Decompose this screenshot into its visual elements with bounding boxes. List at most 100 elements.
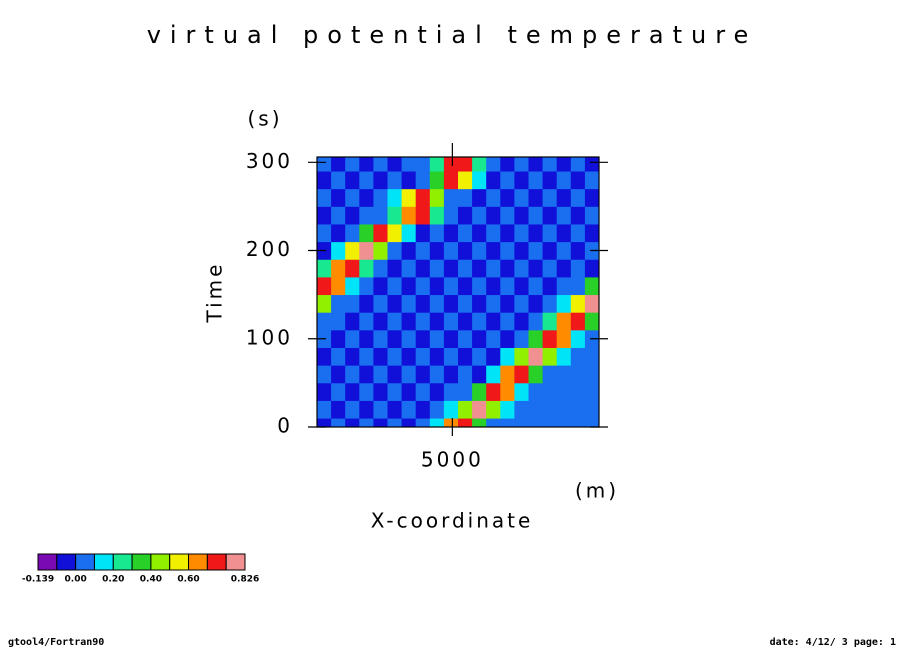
colorbar-label: -0.139 <box>22 575 54 585</box>
field-cell <box>570 347 586 366</box>
field-cell <box>317 224 332 243</box>
field-cell <box>556 277 572 296</box>
field-cell <box>331 171 346 190</box>
field-cell <box>528 382 543 401</box>
field-cell <box>345 188 360 207</box>
colorbar-box <box>188 553 208 571</box>
field-cell <box>373 347 388 366</box>
field-cell <box>500 294 515 313</box>
field-cell <box>556 171 572 190</box>
field-cell <box>401 157 417 172</box>
colorbar-label: 0.00 <box>65 575 87 585</box>
field-cell <box>331 418 346 428</box>
field-cell <box>486 157 501 172</box>
field-cell <box>528 400 543 419</box>
field-cell <box>458 347 473 366</box>
field-cell <box>542 224 558 243</box>
y-tick-label: 100 <box>246 325 293 349</box>
field-cell <box>556 206 572 225</box>
field-cell <box>528 347 543 366</box>
field-cell <box>429 241 445 260</box>
field-cell <box>373 188 388 207</box>
field-cell <box>359 206 374 225</box>
field-cell <box>458 206 473 225</box>
field-cell <box>514 382 529 401</box>
field-cell <box>458 329 473 348</box>
field-cell <box>415 277 431 296</box>
field-cell <box>570 418 586 428</box>
field-cell <box>359 171 374 190</box>
field-cell <box>317 259 332 278</box>
field-cell <box>387 188 402 207</box>
field-cell <box>584 188 600 207</box>
field-cell <box>584 259 600 278</box>
field-cell <box>500 259 515 278</box>
field-cell <box>331 188 346 207</box>
field-cell <box>373 382 388 401</box>
field-cell <box>486 418 501 428</box>
field-cell <box>458 294 473 313</box>
field-cell <box>415 188 431 207</box>
field-cell <box>514 418 529 428</box>
field-cell <box>458 312 473 331</box>
field-cell <box>500 224 515 243</box>
field-cell <box>486 365 501 384</box>
field-cell <box>331 206 346 225</box>
field-cell <box>584 312 600 331</box>
field-cell <box>443 206 459 225</box>
field-cell <box>415 347 431 366</box>
chart-title: virtual potential temperature <box>147 21 758 49</box>
field-cell <box>443 157 459 172</box>
field-cell <box>429 171 445 190</box>
field-cell <box>359 365 374 384</box>
field-cell <box>486 382 501 401</box>
field-cell <box>429 206 445 225</box>
field-cell <box>443 241 459 260</box>
field-cell <box>373 157 388 172</box>
field-cell <box>429 400 445 419</box>
field-cell <box>556 400 572 419</box>
field-cell <box>500 188 515 207</box>
field-cell <box>458 382 473 401</box>
field-cell <box>570 400 586 419</box>
field-cell <box>359 224 374 243</box>
field-cell <box>500 157 515 172</box>
field-cell <box>443 365 459 384</box>
field-cell <box>317 418 332 428</box>
field-cell <box>486 400 501 419</box>
field-cell <box>472 312 487 331</box>
field-cell <box>472 241 487 260</box>
field-cell <box>514 206 529 225</box>
field-cell <box>415 224 431 243</box>
field-cell <box>514 259 529 278</box>
field-cell <box>584 277 600 296</box>
field-cell <box>401 294 417 313</box>
field-cell <box>373 206 388 225</box>
field-cell <box>570 312 586 331</box>
field-cell <box>373 365 388 384</box>
field-cell <box>542 418 558 428</box>
field-cell <box>415 171 431 190</box>
field-cell <box>373 418 388 428</box>
field-cell <box>401 400 417 419</box>
field-cell <box>584 347 600 366</box>
field-cell <box>401 171 417 190</box>
field-cell <box>415 241 431 260</box>
footer-right: date: 4/12/ 3 page: 1 <box>770 637 896 648</box>
field-cell <box>345 347 360 366</box>
field-cell <box>415 259 431 278</box>
field-cell <box>429 347 445 366</box>
field-cell <box>331 382 346 401</box>
field-cell <box>584 365 600 384</box>
field-cell <box>359 294 374 313</box>
field-cell <box>345 157 360 172</box>
field-cell <box>528 171 543 190</box>
field-cell <box>514 329 529 348</box>
colorbar-box <box>131 553 152 571</box>
field-cell <box>514 277 529 296</box>
field-cell <box>401 206 417 225</box>
field-cell <box>443 294 459 313</box>
field-cell <box>500 418 515 428</box>
field-cell <box>443 312 459 331</box>
